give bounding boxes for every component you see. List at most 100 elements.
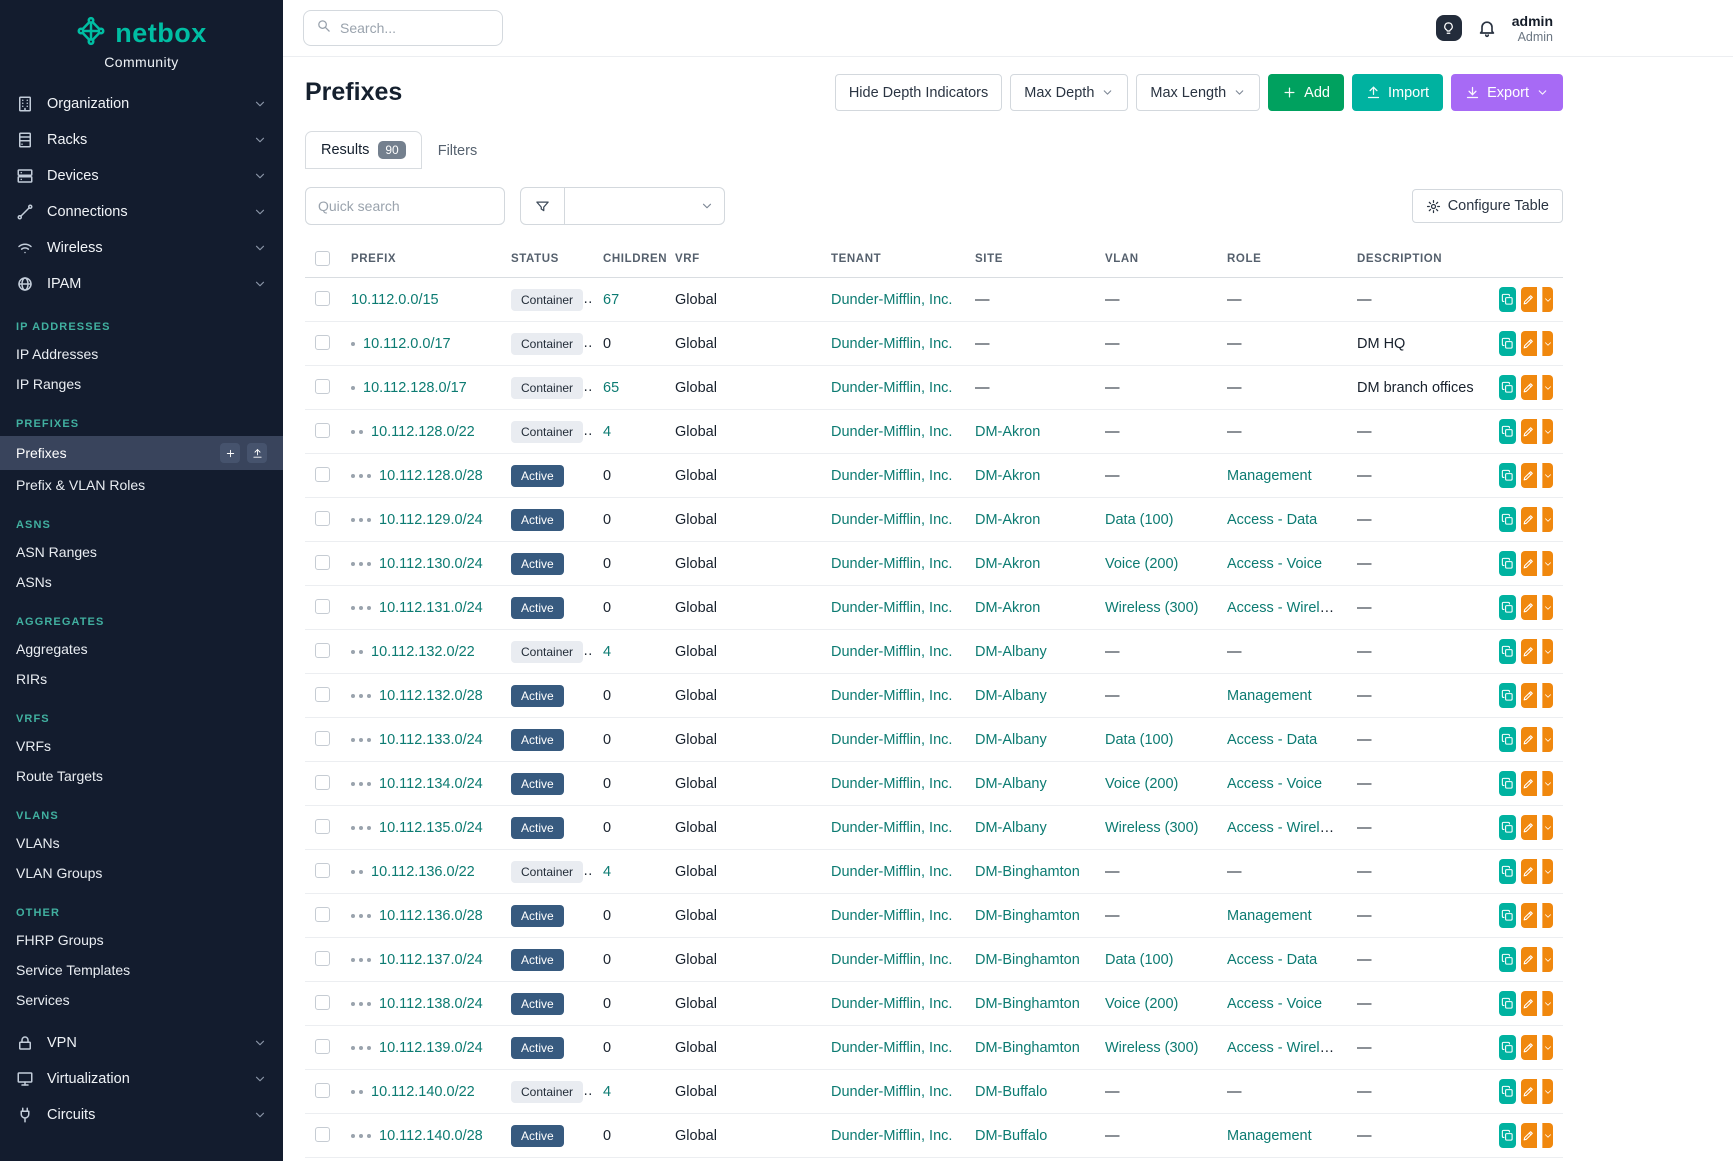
prefix-link[interactable]: 10.112.136.0/22 [371, 863, 475, 880]
site-link[interactable]: DM-Akron [975, 467, 1041, 484]
tenant-link[interactable]: Dunder-Mifflin, Inc. [831, 863, 953, 880]
prefix-link[interactable]: 10.112.0.0/17 [363, 335, 451, 352]
copy-button[interactable] [1499, 1123, 1516, 1148]
row-checkbox[interactable] [315, 687, 330, 702]
edit-dropdown-button[interactable] [1542, 683, 1553, 708]
copy-button[interactable] [1499, 331, 1516, 356]
saved-filter-select[interactable] [565, 187, 725, 225]
site-link[interactable]: DM-Akron [975, 423, 1041, 440]
tenant-link[interactable]: Dunder-Mifflin, Inc. [831, 511, 953, 528]
sidebar-item-vrfs[interactable]: VRFs [0, 731, 283, 761]
sidebar-item-fhrp-groups[interactable]: FHRP Groups [0, 925, 283, 955]
sidebar-item-asns[interactable]: ASNs [0, 567, 283, 597]
role-link[interactable]: Management [1227, 467, 1312, 484]
max-length-dropdown[interactable]: Max Length [1136, 74, 1261, 111]
tenant-link[interactable]: Dunder-Mifflin, Inc. [831, 335, 953, 352]
row-checkbox[interactable] [315, 1083, 330, 1098]
netbox-logo[interactable]: netbox Community [0, 0, 283, 78]
role-link[interactable]: Access - Voice [1227, 775, 1323, 792]
copy-button[interactable] [1499, 947, 1516, 972]
tenant-link[interactable]: Dunder-Mifflin, Inc. [831, 995, 953, 1012]
edit-dropdown-button[interactable] [1542, 331, 1553, 356]
edit-button[interactable] [1520, 287, 1537, 312]
site-link[interactable]: DM-Binghamton [975, 1039, 1080, 1056]
edit-button[interactable] [1520, 1079, 1537, 1104]
sidebar-item-services[interactable]: Services [0, 985, 283, 1015]
role-link[interactable]: Access - Wireless [1227, 599, 1343, 616]
column-header-vlan[interactable]: VLAN [1095, 241, 1217, 278]
edit-button[interactable] [1520, 771, 1537, 796]
prefix-link[interactable]: 10.112.131.0/24 [379, 599, 483, 616]
tenant-link[interactable]: Dunder-Mifflin, Inc. [831, 643, 953, 660]
site-link[interactable]: DM-Albany [975, 775, 1047, 792]
copy-button[interactable] [1499, 507, 1516, 532]
sidebar-item-ip-ranges[interactable]: IP Ranges [0, 369, 283, 399]
edit-button[interactable] [1520, 419, 1537, 444]
children-link[interactable]: 4 [603, 1083, 612, 1100]
prefix-link[interactable]: 10.112.136.0/28 [379, 907, 483, 924]
role-link[interactable]: Access - Data [1227, 511, 1318, 528]
row-checkbox[interactable] [315, 467, 330, 482]
prefix-link[interactable]: 10.112.129.0/24 [379, 511, 483, 528]
sidebar-item-organization[interactable]: Organization [0, 86, 283, 122]
edit-dropdown-button[interactable] [1542, 287, 1553, 312]
site-link[interactable]: DM-Albany [975, 643, 1047, 660]
site-link[interactable]: DM-Binghamton [975, 995, 1080, 1012]
prefix-link[interactable]: 10.112.140.0/22 [371, 1083, 475, 1100]
tenant-link[interactable]: Dunder-Mifflin, Inc. [831, 951, 953, 968]
column-header-prefix[interactable]: Prefix [341, 241, 501, 278]
edit-button[interactable] [1520, 375, 1537, 400]
edit-dropdown-button[interactable] [1542, 639, 1553, 664]
export-dropdown-button[interactable]: Export [1451, 74, 1563, 111]
tenant-link[interactable]: Dunder-Mifflin, Inc. [831, 1039, 953, 1056]
edit-dropdown-button[interactable] [1542, 1123, 1553, 1148]
edit-button[interactable] [1520, 507, 1537, 532]
children-link[interactable]: 4 [603, 863, 612, 880]
edit-button[interactable] [1520, 859, 1537, 884]
children-link[interactable]: 4 [603, 423, 612, 440]
copy-button[interactable] [1499, 1079, 1516, 1104]
edit-button[interactable] [1520, 683, 1537, 708]
site-link[interactable]: DM-Albany [975, 731, 1047, 748]
quick-search-input[interactable] [305, 187, 505, 225]
vlan-link[interactable]: Data (100) [1105, 951, 1174, 968]
edit-button[interactable] [1520, 639, 1537, 664]
prefix-link[interactable]: 10.112.130.0/24 [379, 555, 483, 572]
edit-button[interactable] [1520, 463, 1537, 488]
prefix-link[interactable]: 10.112.140.0/28 [379, 1127, 483, 1144]
site-link[interactable]: DM-Akron [975, 511, 1041, 528]
row-checkbox[interactable] [315, 379, 330, 394]
vlan-link[interactable]: Wireless (300) [1105, 1039, 1199, 1056]
tenant-link[interactable]: Dunder-Mifflin, Inc. [831, 599, 953, 616]
copy-button[interactable] [1499, 859, 1516, 884]
row-checkbox[interactable] [315, 731, 330, 746]
edit-dropdown-button[interactable] [1542, 595, 1553, 620]
import-prefix-button[interactable] [247, 443, 267, 463]
column-header-role[interactable]: Role [1217, 241, 1347, 278]
site-link[interactable]: DM-Akron [975, 555, 1041, 572]
tenant-link[interactable]: Dunder-Mifflin, Inc. [831, 1127, 953, 1144]
copy-button[interactable] [1499, 771, 1516, 796]
tab-results[interactable]: Results 90 [305, 131, 422, 169]
column-header-description[interactable]: Description [1347, 241, 1489, 278]
copy-button[interactable] [1499, 815, 1516, 840]
role-link[interactable]: Management [1227, 907, 1312, 924]
prefix-link[interactable]: 10.112.128.0/28 [379, 467, 483, 484]
edit-button[interactable] [1520, 991, 1537, 1016]
row-checkbox[interactable] [315, 335, 330, 350]
role-link[interactable]: Access - Voice [1227, 995, 1323, 1012]
tenant-link[interactable]: Dunder-Mifflin, Inc. [831, 467, 953, 484]
tenant-link[interactable]: Dunder-Mifflin, Inc. [831, 423, 953, 440]
sidebar-item-vlan-groups[interactable]: VLAN Groups [0, 858, 283, 888]
row-checkbox[interactable] [315, 775, 330, 790]
row-checkbox[interactable] [315, 555, 330, 570]
copy-button[interactable] [1499, 375, 1516, 400]
edit-dropdown-button[interactable] [1542, 375, 1553, 400]
sidebar-item-vpn[interactable]: VPN [0, 1025, 283, 1061]
tenant-link[interactable]: Dunder-Mifflin, Inc. [831, 687, 953, 704]
tenant-link[interactable]: Dunder-Mifflin, Inc. [831, 379, 953, 396]
theme-toggle-button[interactable] [1435, 15, 1462, 41]
edit-dropdown-button[interactable] [1542, 507, 1553, 532]
vlan-link[interactable]: Voice (200) [1105, 775, 1179, 792]
role-link[interactable]: Access - Wireless [1227, 1039, 1343, 1056]
